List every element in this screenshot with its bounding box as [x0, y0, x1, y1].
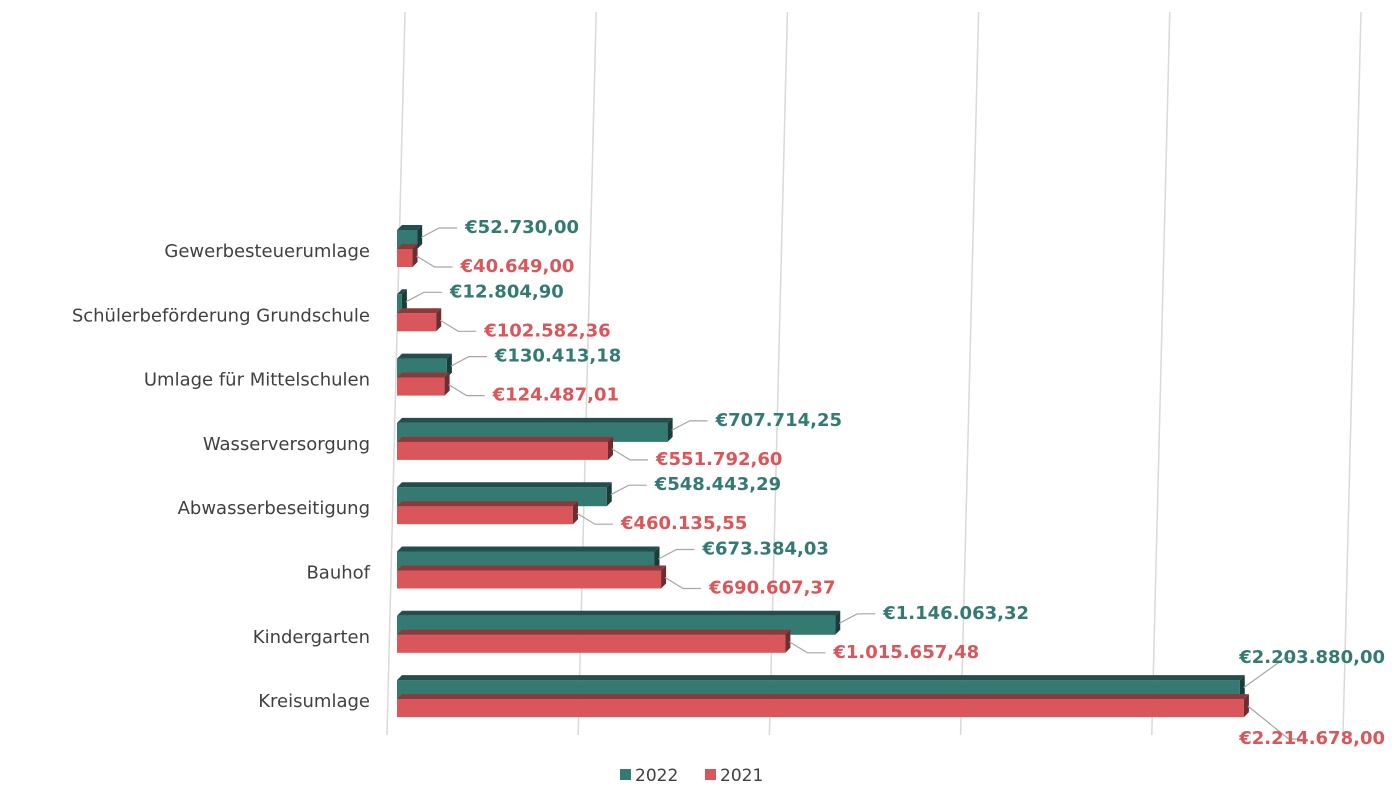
bar-top-face: [397, 289, 407, 295]
bar: [397, 441, 609, 460]
data-label: €2.203.880,00: [1238, 647, 1385, 668]
bar-top-face: [397, 417, 673, 423]
legend-swatch: [705, 769, 716, 780]
leader-line: [576, 512, 613, 525]
bar-side-face: [654, 546, 660, 571]
leader-line: [416, 255, 453, 268]
leader-line: [664, 576, 702, 590]
legend-label: 2021: [720, 766, 763, 786]
data-label: €548.443,29: [654, 474, 781, 495]
data-label: €124.487,01: [492, 385, 619, 406]
data-label: €40.649,00: [460, 256, 575, 277]
bar-side-face: [436, 308, 442, 332]
leader-line: [1243, 657, 1295, 689]
bar-top-face: [397, 436, 614, 442]
bar: [397, 634, 786, 653]
category-label: Kreisumlage: [258, 691, 370, 712]
data-label: €52.730,00: [464, 217, 579, 238]
bar-side-face: [661, 565, 667, 589]
data-label: €460.135,55: [620, 513, 747, 534]
leader-line: [671, 420, 708, 431]
bar-side-face: [785, 629, 791, 653]
grid-line: [386, 11, 406, 736]
bar-side-face: [667, 417, 673, 442]
leader-line: [420, 227, 458, 239]
grid-line: [1151, 11, 1171, 736]
bar-top-face: [397, 308, 442, 314]
leader-line: [439, 319, 477, 332]
bar: [397, 699, 1244, 718]
leader-line: [405, 291, 442, 303]
bar-side-face: [608, 436, 614, 460]
bar-side-face: [444, 372, 450, 396]
bar-top-face: [397, 225, 423, 230]
category-label: Bauhof: [306, 563, 370, 584]
bar: [397, 570, 662, 589]
grid-line: [1342, 11, 1362, 736]
bar-side-face: [412, 244, 418, 267]
data-label: €707.714,25: [715, 410, 842, 431]
leader-line: [448, 384, 485, 397]
bar: [397, 313, 437, 332]
category-label: Umlage für Mittelschulen: [144, 370, 370, 391]
leader-line: [658, 548, 695, 560]
bar-top-face: [397, 610, 841, 616]
data-label: €673.384,03: [702, 539, 829, 560]
category-label: Schülerbeförderung Grundschule: [72, 305, 370, 326]
bar-top-face: [397, 244, 418, 249]
leader-line: [789, 641, 826, 654]
category-label: Kindergarten: [253, 627, 370, 648]
data-label: €130.413,18: [494, 346, 621, 367]
bar: [397, 506, 573, 525]
grid-line: [959, 11, 980, 736]
data-label: €102.582,36: [483, 320, 610, 341]
bar-top-face: [397, 675, 1245, 681]
data-label: €690.607,37: [708, 578, 835, 599]
category-label: Wasserversorgung: [203, 434, 370, 455]
data-label: €1.146.063,32: [882, 603, 1029, 624]
bar-side-face: [446, 353, 452, 378]
bar-side-face: [606, 482, 612, 507]
bar: [397, 377, 445, 396]
leader-line: [450, 356, 487, 367]
bar-top-face: [397, 482, 612, 488]
bar-side-face: [835, 610, 841, 635]
category-label: Gewerbesteuerumlage: [164, 241, 370, 262]
category-label: Abwasserbeseitigung: [178, 498, 370, 519]
bar-top-face: [397, 372, 450, 378]
legend-swatch: [620, 769, 631, 780]
bar-top-face: [397, 565, 667, 571]
leader-line: [1247, 705, 1299, 740]
data-label: €2.214.678,00: [1238, 728, 1385, 749]
leader-line: [610, 484, 647, 496]
bar-top-face: [397, 353, 452, 359]
bar-top-face: [397, 501, 578, 507]
legend-label: 2022: [635, 766, 678, 786]
bar: [397, 294, 402, 314]
bar-side-face: [401, 289, 407, 314]
bar-top-face: [397, 546, 660, 552]
bar-side-face: [1243, 694, 1249, 718]
bar-top-face: [397, 629, 791, 635]
bar-side-face: [417, 225, 423, 249]
bar: [397, 249, 413, 267]
data-label: €1.015.657,48: [832, 642, 979, 663]
data-label: €551.792,60: [655, 449, 782, 470]
bar-side-face: [1239, 675, 1245, 700]
leader-line: [611, 448, 649, 461]
bar-top-face: [397, 694, 1249, 700]
data-label: €12.804,90: [449, 281, 564, 302]
bar-side-face: [572, 501, 578, 525]
leader-line: [838, 613, 876, 624]
